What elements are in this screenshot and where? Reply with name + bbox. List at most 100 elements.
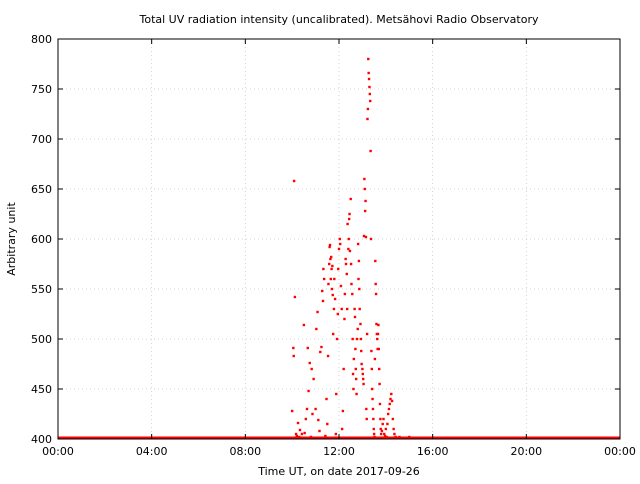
data-point (344, 262, 348, 266)
y-tick-label: 500 (31, 333, 52, 346)
y-tick-label: 700 (31, 133, 52, 146)
data-point (322, 267, 325, 271)
data-point (331, 332, 335, 336)
data-point (360, 349, 363, 353)
data-point (387, 407, 391, 411)
data-point (347, 217, 351, 221)
y-tick-label: 450 (31, 383, 52, 396)
x-tick-label: 00:00 (42, 445, 74, 458)
data-point (346, 222, 349, 226)
data-point (377, 323, 380, 327)
data-point (415, 436, 419, 440)
x-axis-label: Time UT, on date 2017-09-26 (257, 465, 420, 478)
data-point (293, 295, 297, 299)
data-point (361, 367, 364, 371)
data-point (366, 107, 370, 111)
data-point (328, 262, 331, 266)
data-point (362, 382, 365, 386)
data-point (338, 237, 341, 241)
data-point (328, 245, 331, 249)
data-point (368, 92, 372, 96)
x-tick-label: 04:00 (136, 445, 168, 458)
data-point (370, 349, 373, 353)
data-point (338, 242, 342, 246)
data-point (369, 237, 373, 241)
data-point (383, 432, 386, 436)
data-point (343, 317, 346, 321)
data-point (382, 417, 385, 421)
data-point (311, 412, 314, 416)
data-point (345, 307, 349, 311)
data-point (356, 242, 360, 246)
data-point (307, 389, 310, 393)
data-point (330, 267, 333, 271)
data-point (367, 77, 371, 81)
data-point (306, 346, 309, 350)
data-point (348, 212, 351, 216)
data-point (378, 382, 381, 386)
data-point (398, 435, 401, 439)
data-point (348, 249, 352, 253)
data-point (364, 199, 367, 203)
data-point (361, 372, 365, 376)
data-point (317, 418, 320, 422)
data-point (349, 262, 353, 266)
data-point (366, 117, 369, 121)
data-point (386, 422, 389, 426)
data-point (359, 322, 362, 326)
data-point (309, 435, 313, 439)
data-point (334, 432, 338, 436)
data-point (372, 432, 376, 436)
data-point (365, 417, 368, 421)
data-point (354, 347, 357, 351)
data-point (303, 431, 306, 435)
data-point (329, 255, 333, 259)
data-point (394, 435, 397, 439)
data-point (391, 417, 395, 421)
data-point (363, 187, 366, 191)
data-point (358, 307, 361, 311)
data-point (375, 322, 378, 326)
y-tick-label: 750 (31, 83, 52, 96)
data-point (385, 435, 388, 439)
y-tick-label: 400 (31, 433, 52, 446)
data-point (376, 332, 380, 336)
data-point (329, 257, 332, 261)
data-point (355, 392, 358, 396)
data-point (316, 310, 319, 314)
data-point (345, 272, 349, 276)
data-point (357, 259, 361, 263)
data-point (298, 428, 302, 432)
data-point (296, 421, 300, 425)
data-point (392, 427, 395, 431)
data-point (361, 377, 365, 381)
data-point (390, 392, 393, 396)
data-point (352, 387, 355, 391)
tick-labels: 00:00 04:00 08:00 12:00 16:00 20:00 00:0040045… (31, 33, 636, 458)
data-point (374, 282, 377, 286)
data-point (372, 417, 375, 421)
data-point (340, 307, 343, 311)
data-point (302, 323, 306, 327)
y-axis-label: Arbitrary unit (5, 202, 18, 276)
data-point (386, 412, 390, 416)
data-point (408, 435, 411, 439)
data-point (337, 267, 340, 271)
data-point (324, 434, 327, 438)
data-point (369, 149, 372, 153)
data-point (292, 179, 296, 183)
data-point (304, 417, 308, 421)
data-point (368, 85, 371, 89)
data-point (364, 235, 368, 239)
data-point (337, 247, 341, 251)
data-point (359, 337, 363, 341)
data-point (335, 337, 339, 341)
data-point (351, 292, 354, 296)
data-point (329, 277, 333, 281)
data-point (363, 177, 366, 181)
x-tick-label: 16:00 (417, 445, 449, 458)
data-point (380, 429, 384, 433)
data-point (295, 434, 299, 438)
